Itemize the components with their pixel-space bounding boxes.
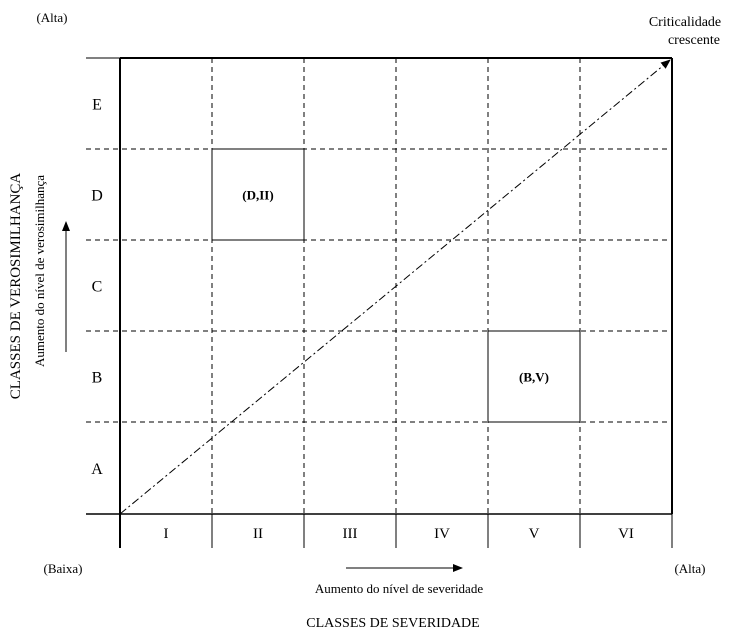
row-labels: E D C B A <box>91 97 103 479</box>
highlighted-cell-box <box>211 148 305 241</box>
highlighted-cell-box <box>487 330 581 423</box>
x-axis-title: CLASSES DE SEVERIDADE <box>306 616 479 631</box>
column-label-II: II <box>253 526 263 542</box>
column-label-V: V <box>529 526 540 542</box>
highlighted-cell-label: (D,II) <box>242 188 273 203</box>
row-label-B: B <box>92 370 103 387</box>
criticality-diagonal <box>119 59 671 515</box>
column-label-VI: VI <box>618 526 634 542</box>
highlighted-cells: (D,II) (B,V) <box>211 148 581 423</box>
x-axis-ticks <box>119 514 673 548</box>
y-axis-title: CLASSES DE VEROSIMILHANÇA <box>8 173 24 400</box>
top-left-high-label: (Alta) <box>36 10 67 25</box>
row-label-C: C <box>92 279 103 296</box>
highlighted-cell-label: (B,V) <box>519 370 549 385</box>
bottom-right-high-label: (Alta) <box>674 561 705 576</box>
row-label-A: A <box>91 461 103 478</box>
highlighted-cell: (D,II) <box>211 148 305 241</box>
column-label-I: I <box>164 526 169 542</box>
highlighted-cell: (B,V) <box>487 330 581 423</box>
criticality-label-line1: Criticalidade <box>649 15 721 30</box>
row-label-D: D <box>91 188 103 205</box>
criticality-label-line2: crescente <box>668 33 720 48</box>
x-axis-subtitle: Aumento do nível de severidade <box>315 581 483 596</box>
column-label-III: III <box>343 526 358 542</box>
grid-dashed-lines <box>86 58 672 514</box>
column-labels: I II III IV V VI <box>164 526 634 542</box>
row-label-E: E <box>92 97 102 114</box>
y-axis-subtitle: Aumento do nível de verosimilhança <box>32 175 47 367</box>
column-label-IV: IV <box>434 526 450 542</box>
bottom-left-low-label: (Baixa) <box>44 561 83 576</box>
